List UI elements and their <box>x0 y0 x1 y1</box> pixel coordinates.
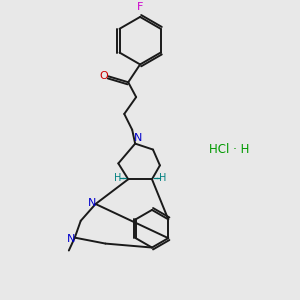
Text: H: H <box>159 173 167 183</box>
Text: N: N <box>67 234 75 244</box>
Text: HCl · H: HCl · H <box>209 143 249 156</box>
Text: N: N <box>134 133 142 143</box>
Text: H: H <box>114 173 121 183</box>
Text: O: O <box>99 71 108 81</box>
Text: N: N <box>87 198 96 208</box>
Text: F: F <box>137 2 143 12</box>
